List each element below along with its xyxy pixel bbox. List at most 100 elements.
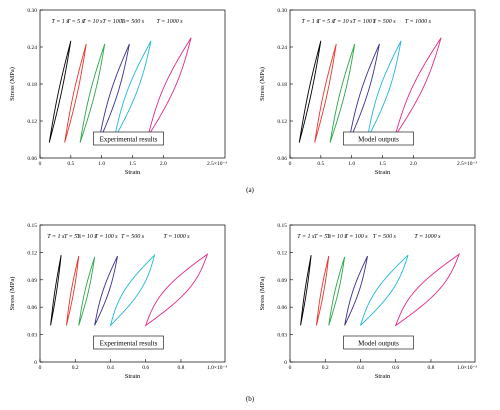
series-label: T = 5 s: [314, 234, 332, 240]
series-label: T = 1 s: [51, 19, 69, 25]
loop-t-100-s: [98, 43, 130, 143]
loop-t-1000-s: [394, 37, 442, 137]
y-tick-label: 0.03: [277, 333, 287, 339]
x-tick-label: 1.0: [98, 161, 105, 167]
loop-t-10-s: [78, 256, 96, 326]
y-tick-label: 0.03: [27, 333, 37, 339]
x-axis-label: Strain: [375, 169, 391, 176]
x-tick-label: 1.5: [129, 161, 136, 167]
series-label: T = 10 s: [77, 234, 98, 240]
plot-frame: [289, 224, 476, 363]
y-axis-label: Stress (MPa): [259, 277, 266, 311]
result-type-box: [343, 131, 414, 146]
caption-a: (a): [246, 186, 254, 194]
loop-t-1000-s: [147, 37, 192, 137]
loop-t-100-s: [344, 255, 368, 326]
x-exponent-label: 2.5×10⁻³: [457, 161, 477, 167]
x-tick-label: 0: [289, 161, 292, 167]
result-type-box: [93, 131, 164, 146]
loop-t-500-s: [113, 40, 152, 140]
y-tick-label: 0.12: [277, 119, 287, 125]
plot-frame: [39, 224, 226, 363]
x-tick-label: 0: [39, 161, 42, 167]
loop-t-1000-s: [144, 253, 209, 327]
result-type-label: Experimental results: [100, 136, 158, 144]
x-tick-label: 1.5: [379, 161, 386, 167]
x-tick-label: 0.2: [322, 365, 329, 371]
series-label: T = 1 s: [297, 234, 315, 240]
x-tick-label: 0.8: [428, 365, 435, 371]
series-label: T = 100 s: [345, 234, 369, 240]
series-label: T = 5 s: [67, 19, 85, 25]
loop-t-5-s: [65, 255, 80, 326]
loop-t-500-s: [109, 253, 156, 328]
x-tick-label: 0.8: [178, 365, 185, 371]
series-label: T = 100 s: [102, 19, 126, 25]
y-tick-label: 0.12: [277, 250, 287, 256]
loop-t-10-s: [79, 43, 106, 143]
series-label: T = 1 s: [47, 234, 65, 240]
y-tick-label: 0: [34, 360, 37, 366]
result-type-label: Model outputs: [358, 340, 399, 348]
y-tick-label: 0.18: [277, 82, 287, 88]
series-label: T = 10 s: [327, 234, 348, 240]
caption-b: (b): [246, 395, 255, 403]
series-label: T = 1 s: [301, 19, 319, 25]
x-axis-label: Strain: [125, 169, 141, 176]
y-tick-label: 0.18: [27, 82, 37, 88]
panel-a-right: 0 0.5 1.0 1.5 2.0 2.5×10⁻³ 0.06 0.12 0.18 0.24 0.3…: [259, 8, 477, 176]
x-tick-label: 2.0: [160, 161, 167, 167]
result-type-box: [93, 335, 164, 350]
result-type-label: Model outputs: [358, 136, 399, 144]
loop-t-500-s: [366, 40, 402, 140]
series-label: T = 1000 s: [405, 19, 432, 25]
panel-a-left: 0 0.5 1.0 1.5 2.0 2.5×10⁻³ 0.06 0.12 0.18 0.24 0.3…: [9, 8, 227, 176]
y-tick-label: 0.06: [27, 156, 37, 162]
x-tick-label: 0.2: [72, 365, 79, 371]
series-label: T = 100 s: [352, 19, 376, 25]
series-label: T = 500 s: [121, 234, 145, 240]
y-tick-label: 0.15: [27, 223, 37, 229]
loop-t-100-s: [94, 255, 118, 326]
y-tick-label: 0.06: [277, 305, 287, 311]
loop-t-5-s: [64, 43, 87, 143]
y-tick-label: 0.30: [277, 8, 287, 14]
x-tick-label: 0: [289, 365, 292, 371]
y-tick-label: 0.09: [277, 278, 287, 284]
y-axis-label: Stress (MPa): [259, 67, 266, 101]
series-label: T = 1000 s: [163, 234, 190, 240]
y-tick-label: 0.15: [277, 223, 287, 229]
loop-t-100-s: [348, 43, 380, 143]
result-type-box: [343, 335, 414, 350]
x-tick-label: 0.4: [107, 365, 114, 371]
y-tick-label: 0.24: [27, 45, 37, 51]
loop-t-500-s: [360, 254, 409, 326]
series-label: T = 10 s: [332, 19, 353, 25]
x-tick-label: 0.6: [392, 365, 399, 371]
loop-t-5-s: [314, 43, 337, 143]
series-label: T = 100 s: [95, 234, 119, 240]
loop-t-10-s: [328, 256, 346, 326]
x-axis-label: Strain: [375, 373, 391, 380]
x-exponent-label: 2.5×10⁻³: [207, 161, 227, 167]
y-tick-label: 0.06: [277, 156, 287, 162]
loop-t-1-s: [300, 255, 312, 326]
loop-t-1-s: [48, 40, 72, 143]
series-label: T = 500 s: [121, 19, 145, 25]
y-axis-label: Stress (MPa): [9, 67, 16, 101]
series-label: T = 5 s: [64, 234, 82, 240]
y-tick-label: 0.12: [27, 250, 37, 256]
x-tick-label: 0.6: [142, 365, 149, 371]
loop-t-10-s: [329, 43, 356, 143]
y-tick-label: 0.12: [27, 119, 37, 125]
series-label: T = 5 s: [317, 19, 335, 25]
series-label: T = 10 s: [82, 19, 103, 25]
result-type-label: Experimental results: [100, 340, 158, 348]
loop-t-1-s: [298, 40, 322, 143]
x-tick-label: 0.5: [317, 161, 324, 167]
x-tick-label: 1.0: [348, 161, 355, 167]
panel-b-right: 0 0.2 0.4 0.6 0.8 1.0×10⁻³ 0 0.03 0.06 0.09 0.12 0.…: [259, 223, 477, 380]
loop-t-1000-s: [394, 252, 461, 327]
y-tick-label: 0.24: [277, 45, 287, 51]
